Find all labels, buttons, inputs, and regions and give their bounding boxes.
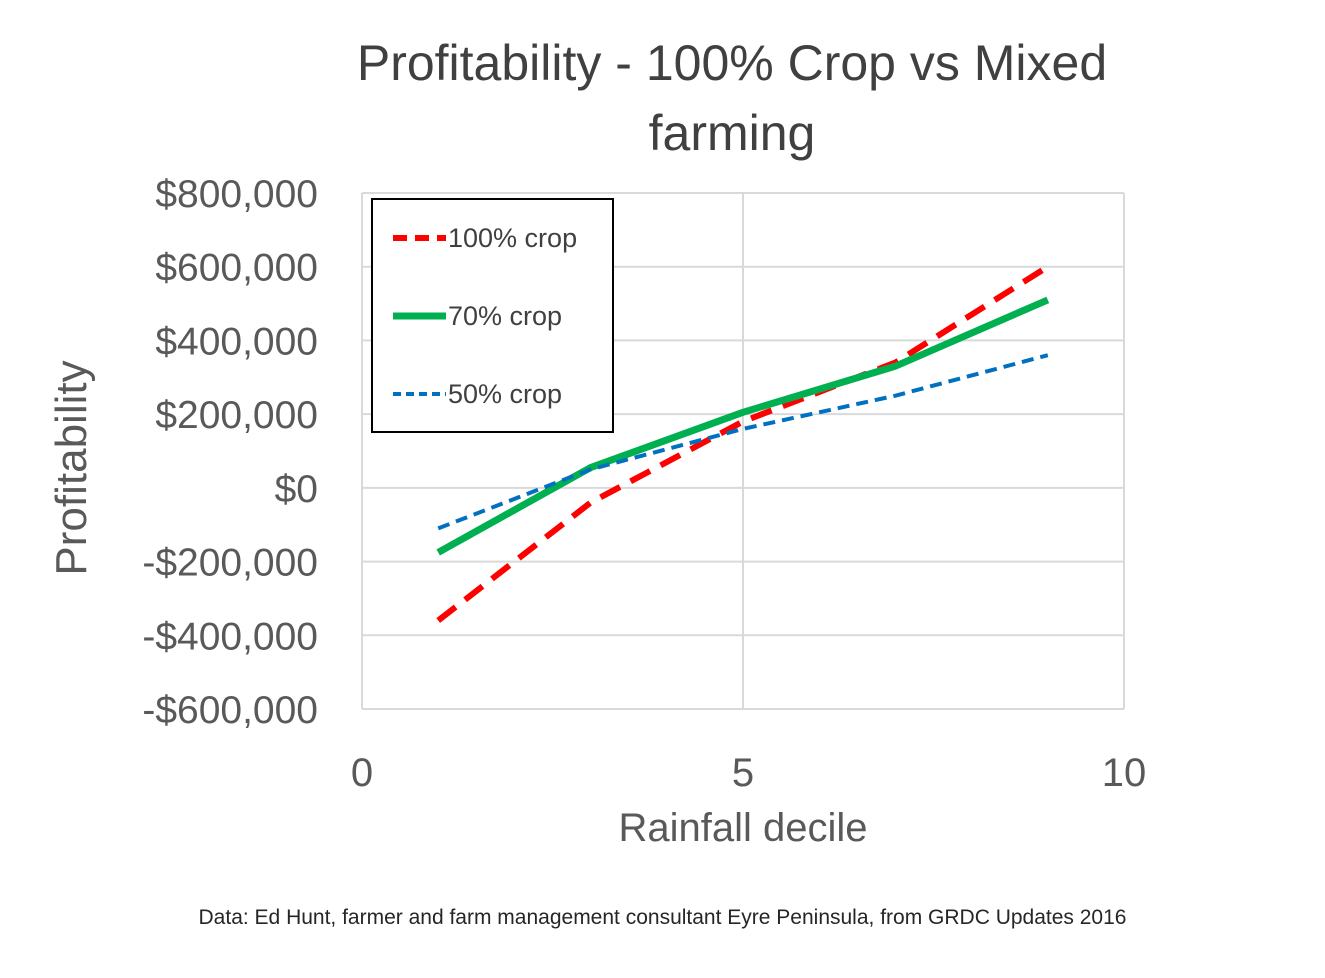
- gridlines: [361, 192, 1125, 710]
- legend: 100% crop 70% crop 50% crop: [371, 198, 614, 433]
- y-tick-label: -$400,000: [142, 615, 318, 658]
- series-line-2: [436, 296, 1050, 556]
- y-tick-label: $200,000: [155, 394, 318, 437]
- x-axis-label: Rainfall decile: [618, 806, 868, 850]
- y-tick-label: $600,000: [155, 247, 318, 290]
- legend-label: 100% crop: [448, 223, 577, 253]
- x-tick-label: 5: [732, 751, 754, 795]
- chart-title-line-2: farming: [648, 105, 816, 161]
- x-tick-label: 10: [1102, 751, 1147, 795]
- y-tick-label: $400,000: [155, 320, 318, 363]
- chart-title-line-1: Profitability - 100% Crop vs Mixed: [356, 35, 1108, 91]
- source-note: Data: Ed Hunt, farmer and farm managemen…: [198, 906, 1127, 929]
- legend-label: 50% crop: [448, 379, 562, 409]
- y-tick-label: -$200,000: [142, 542, 318, 585]
- x-tick-labels: 0 5 10: [351, 751, 1146, 795]
- y-tick-label: $0: [275, 468, 318, 511]
- y-tick-label: -$600,000: [142, 689, 318, 732]
- legend-label: 70% crop: [448, 301, 562, 331]
- series-lines: [436, 264, 1050, 623]
- chart-title: Profitability - 100% Crop vs Mixed farmi…: [300, 28, 1164, 168]
- series-line-1: [436, 264, 1050, 623]
- y-tick-labels: $800,000 $600,000 $400,000 $200,000 $0 -$200,…: [142, 173, 318, 732]
- y-tick-label: $800,000: [155, 173, 318, 216]
- x-tick-label: 0: [351, 751, 373, 795]
